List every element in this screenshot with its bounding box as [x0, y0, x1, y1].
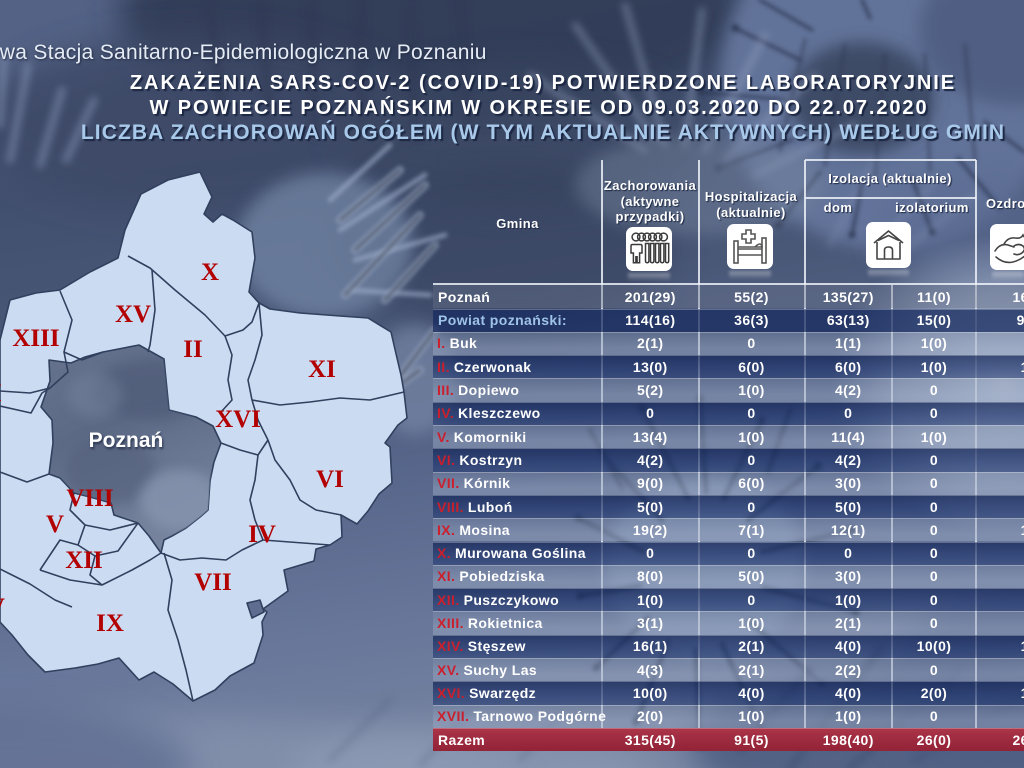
svg-text:XIV: XIV: [0, 594, 5, 621]
svg-text:II: II: [183, 336, 202, 363]
svg-text:VI: VI: [316, 466, 344, 493]
svg-text:V: V: [46, 511, 64, 538]
svg-text:I: I: [0, 380, 2, 407]
svg-text:XI: XI: [308, 356, 336, 383]
svg-text:IV: IV: [248, 521, 276, 548]
svg-text:XV: XV: [115, 301, 151, 328]
svg-text:Poznań: Poznań: [89, 429, 164, 452]
svg-text:XVI: XVI: [215, 406, 261, 433]
svg-text:VIII: VIII: [66, 485, 113, 512]
svg-text:XII: XII: [65, 547, 103, 574]
svg-text:IX: IX: [96, 610, 124, 637]
svg-text:X: X: [201, 259, 219, 286]
svg-text:VII: VII: [194, 569, 232, 596]
svg-text:XIII: XIII: [12, 325, 59, 352]
